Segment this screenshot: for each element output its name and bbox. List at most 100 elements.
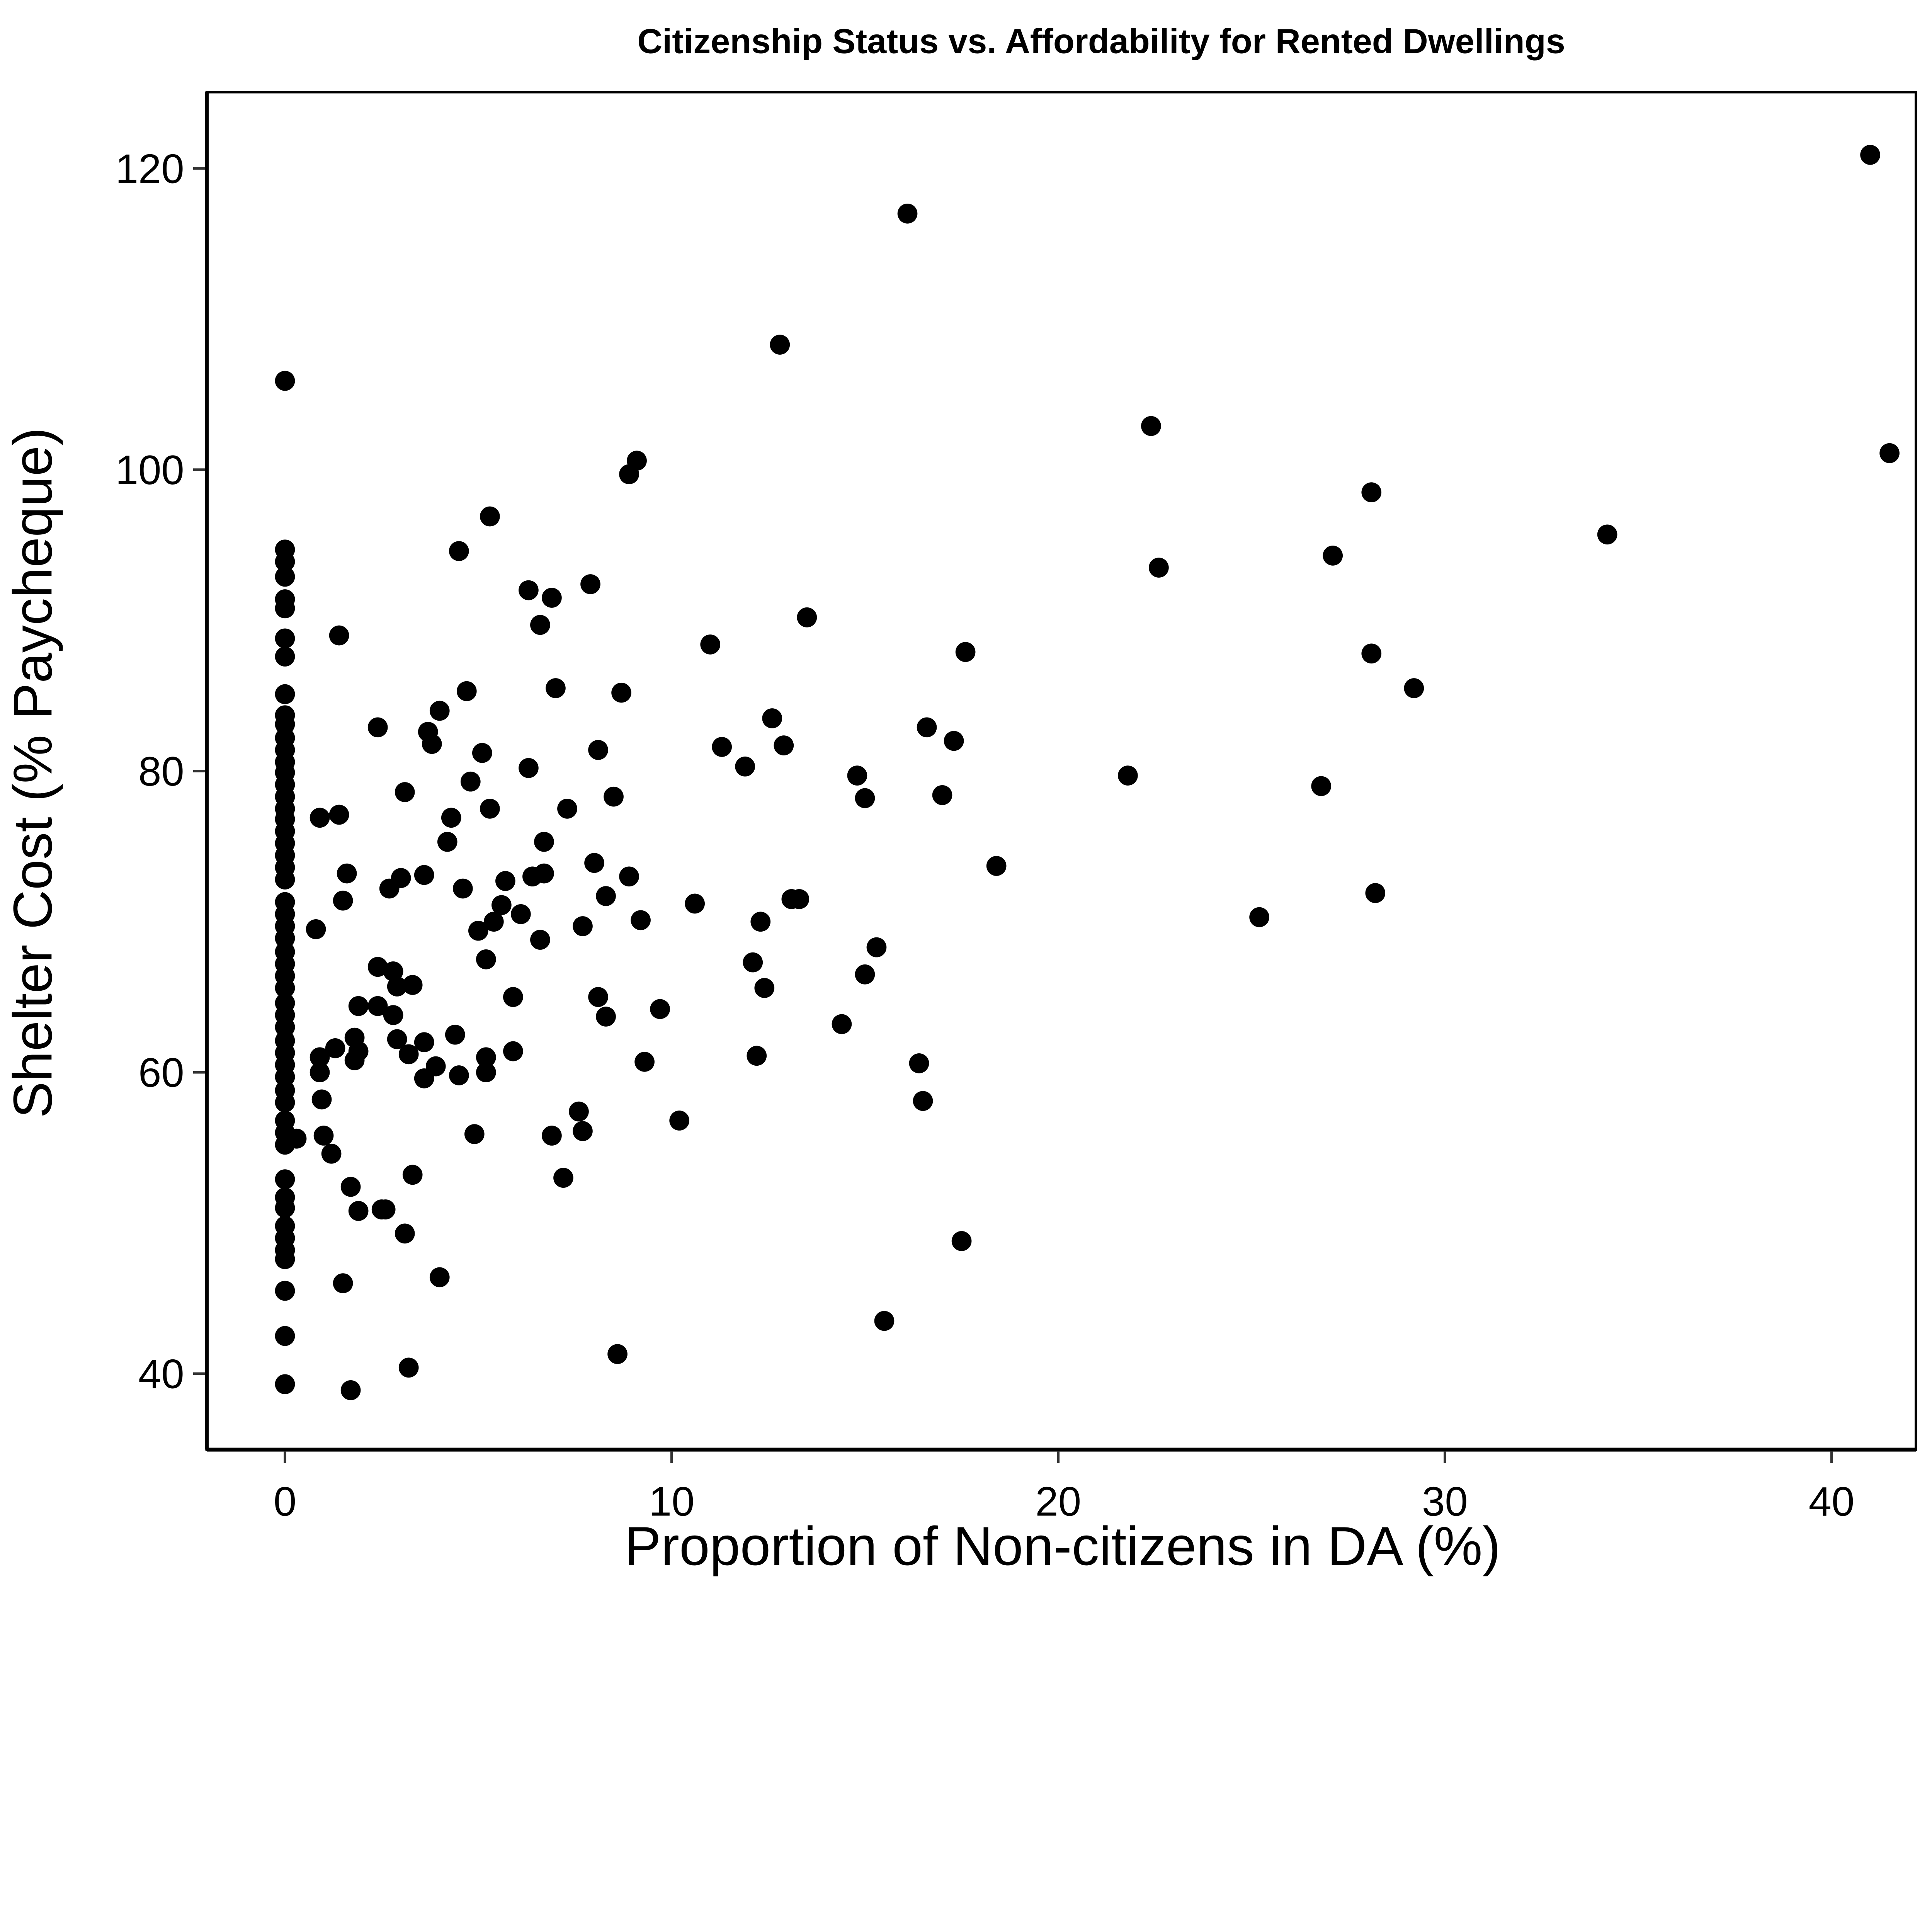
data-point <box>310 1047 330 1068</box>
chart-background <box>0 0 1932 1610</box>
data-point <box>712 737 732 757</box>
data-point <box>596 886 616 906</box>
data-point <box>596 1007 616 1027</box>
data-point <box>480 799 500 819</box>
data-point <box>476 1062 496 1083</box>
plot-area <box>205 90 1917 1451</box>
data-point <box>588 987 608 1007</box>
data-point <box>519 758 539 778</box>
data-point <box>503 1041 523 1061</box>
data-point <box>480 506 500 527</box>
data-point <box>530 615 550 635</box>
data-point <box>275 551 295 572</box>
data-point <box>855 788 875 808</box>
y-tick-label: 60 <box>138 1049 184 1096</box>
data-point <box>1361 643 1382 664</box>
data-point <box>367 996 388 1016</box>
data-point <box>476 949 496 969</box>
x-axis-title: Proportion of Non-citizens in DA (%) <box>624 1516 1500 1577</box>
data-point <box>604 786 624 807</box>
data-point <box>569 1101 589 1122</box>
data-point <box>1249 907 1269 927</box>
data-point <box>735 756 755 777</box>
x-tick-label: 30 <box>1422 1478 1468 1524</box>
data-point <box>437 832 457 852</box>
data-point <box>553 1168 573 1188</box>
data-point <box>797 607 817 628</box>
data-point <box>573 1121 593 1141</box>
data-point <box>429 701 450 721</box>
data-point <box>464 1124 485 1144</box>
data-point <box>1860 145 1880 165</box>
data-point <box>584 853 604 873</box>
data-point <box>286 1128 307 1149</box>
scatter-chart: Citizenship Status vs. Affordability for… <box>0 0 1932 1610</box>
y-tick-label: 120 <box>116 145 184 192</box>
data-point <box>897 203 918 224</box>
data-point <box>530 930 550 950</box>
data-point <box>1879 443 1900 463</box>
data-point <box>402 1165 423 1185</box>
data-point <box>333 890 353 911</box>
data-point <box>650 999 670 1019</box>
data-point <box>383 961 403 981</box>
data-point <box>476 1047 496 1068</box>
data-point <box>492 895 512 915</box>
data-point <box>391 868 411 888</box>
data-point <box>986 856 1007 876</box>
x-axis: 0 10 20 30 40 <box>207 1447 1916 1524</box>
data-point <box>306 919 326 939</box>
data-point <box>542 588 562 608</box>
y-axis: 40 60 80 100 120 <box>116 92 209 1450</box>
y-tick-label: 80 <box>138 748 184 794</box>
data-point <box>275 598 295 619</box>
data-point <box>1311 776 1332 796</box>
data-point <box>484 912 504 932</box>
data-point <box>395 1223 415 1244</box>
data-point <box>367 717 388 738</box>
data-point <box>275 1169 295 1189</box>
data-point <box>619 866 639 887</box>
data-point <box>747 1046 767 1066</box>
data-point <box>774 735 794 755</box>
data-point <box>452 878 473 899</box>
data-point <box>944 731 964 751</box>
data-point <box>460 771 481 792</box>
data-point <box>310 808 330 828</box>
data-point <box>627 451 647 471</box>
data-point <box>456 681 477 701</box>
data-point <box>414 1032 434 1053</box>
data-point <box>340 1380 361 1400</box>
data-point <box>375 1199 396 1219</box>
data-point <box>750 912 771 932</box>
data-point <box>754 978 775 998</box>
data-point <box>340 1177 361 1197</box>
data-point <box>275 1198 295 1218</box>
data-point <box>429 1267 450 1287</box>
data-point <box>275 978 295 998</box>
data-point <box>449 541 469 561</box>
data-point <box>333 1273 353 1293</box>
data-point <box>310 1062 330 1083</box>
x-tick-label: 40 <box>1809 1478 1855 1524</box>
data-point <box>932 785 952 805</box>
data-point <box>414 865 434 885</box>
data-point <box>398 1357 419 1378</box>
data-point <box>1141 416 1161 436</box>
data-point <box>1118 765 1138 786</box>
data-point <box>588 740 608 760</box>
x-tick-label: 0 <box>274 1478 296 1524</box>
data-point <box>468 920 488 941</box>
data-point <box>913 1091 933 1111</box>
data-point <box>472 743 492 763</box>
chart-title: Citizenship Status vs. Affordability for… <box>637 22 1565 61</box>
data-point <box>631 910 651 930</box>
data-point <box>573 916 593 936</box>
data-point <box>398 1044 419 1065</box>
data-point <box>1323 546 1343 566</box>
data-point <box>580 574 600 594</box>
data-point <box>955 642 976 662</box>
data-point <box>337 863 357 884</box>
data-point <box>367 957 388 977</box>
data-point <box>387 1029 407 1049</box>
